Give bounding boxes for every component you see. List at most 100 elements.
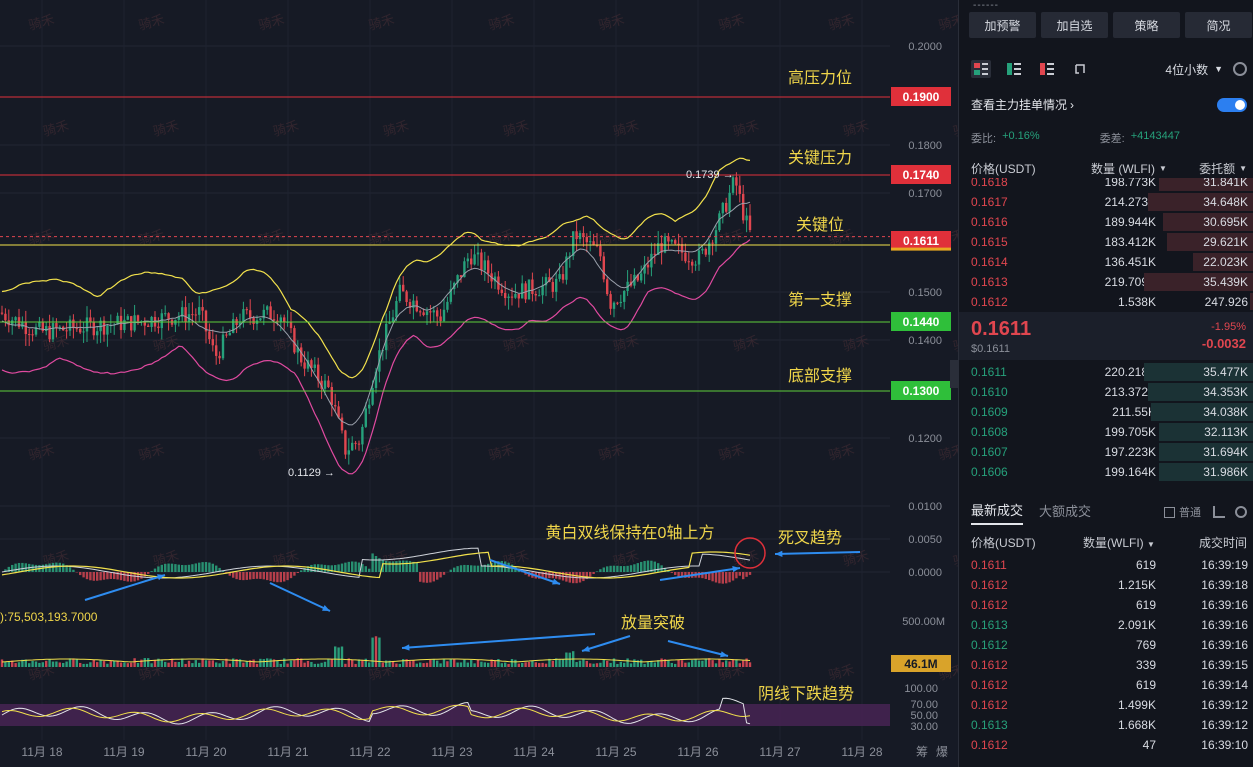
watermark-text: 骑禾 xyxy=(151,333,180,354)
filter-icon[interactable] xyxy=(1213,506,1225,518)
ask-row[interactable]: 0.1617 214.273K 34.648K xyxy=(959,192,1253,212)
macd-histogram-bar xyxy=(126,572,129,582)
candle-body xyxy=(123,319,126,331)
volume-bar xyxy=(555,658,558,667)
strategy-button[interactable]: 策略 xyxy=(1113,12,1180,38)
volume-bar xyxy=(446,661,449,667)
trades-settings-icon[interactable] xyxy=(1235,506,1247,518)
ask-row[interactable]: 0.1618 198.773K 31.841K xyxy=(959,178,1253,192)
trade-row[interactable]: 0.1613 2.091K 16:39:16 xyxy=(959,615,1253,635)
tab-latest-trades[interactable]: 最新成交 xyxy=(971,500,1024,525)
volume-bar xyxy=(442,658,446,667)
bid-qty: 211.55K xyxy=(1112,405,1156,419)
normal-checkbox[interactable]: 普通 xyxy=(1164,504,1201,520)
ask-row[interactable]: 0.1612 1.538K 247.926 xyxy=(959,292,1253,310)
volume-bar xyxy=(317,663,320,667)
ask-qty: 1.538K xyxy=(1117,295,1156,309)
trade-row[interactable]: 0.1613 1.668K 16:39:12 xyxy=(959,715,1253,735)
macd-histogram-bar xyxy=(89,572,92,581)
volume-bar xyxy=(544,663,548,667)
watermark-text: 骑禾 xyxy=(717,12,746,33)
volume-bar xyxy=(82,663,85,667)
trade-row[interactable]: 0.1612 1.215K 16:39:18 xyxy=(959,575,1253,595)
bid-row[interactable]: 0.1611 220.218K 35.477K xyxy=(959,362,1253,382)
add-alert-button[interactable]: 加预警 xyxy=(969,12,1036,38)
trade-row[interactable]: 0.1612 769 16:39:16 xyxy=(959,635,1253,655)
volume-bar xyxy=(551,660,554,667)
bid-price: 0.1607 xyxy=(971,445,1008,459)
watermark-text: 骑禾 xyxy=(717,442,746,463)
ob-price-header: 价格(USDT) xyxy=(971,161,1036,176)
trade-time: 16:39:16 xyxy=(1201,638,1248,652)
watermark-text: 骑禾 xyxy=(41,118,70,139)
bid-row[interactable]: 0.1609 211.55K 34.038K xyxy=(959,402,1253,422)
both-sides-icon[interactable] xyxy=(971,60,991,78)
bids-only-icon[interactable] xyxy=(1004,60,1024,78)
bid-row[interactable]: 0.1607 197.223K 31.694K xyxy=(959,442,1253,462)
ask-price: 0.1617 xyxy=(971,195,1008,209)
macd-histogram-bar xyxy=(293,572,296,576)
ob-qty-header[interactable]: 数量 (WLFI) ▼ xyxy=(1091,160,1187,176)
candle-body xyxy=(691,261,694,266)
panel-collapse-handle[interactable] xyxy=(950,360,958,388)
candle-body xyxy=(279,317,282,323)
candle-body xyxy=(527,279,531,300)
volume-bar xyxy=(55,661,58,667)
trade-row[interactable]: 0.1612 47 16:39:10 xyxy=(959,735,1253,755)
ob-total-header[interactable]: 委托额 ▼ xyxy=(1199,160,1247,176)
volume-bar xyxy=(429,659,432,667)
ask-row[interactable]: 0.1615 183.412K 29.621K xyxy=(959,232,1253,252)
tr-qty-header[interactable]: 数量(WLFI) ▼ xyxy=(1083,534,1155,551)
expand-icon[interactable] xyxy=(1070,60,1090,78)
trade-time: 16:39:18 xyxy=(1201,578,1248,592)
ma-line xyxy=(1,201,751,426)
price-chart-panel[interactable]: 骑禾 骑禾 骑禾 骑禾 骑禾 骑禾 骑禾 骑禾 骑禾 骑禾 骑禾 骑禾 骑禾 骑禾 骑禾 骑禾 骑禾 骑禾 骑禾 骑禾… xyxy=(0,0,958,767)
settings-gear-icon[interactable] xyxy=(1233,62,1247,76)
volume-bar xyxy=(697,660,701,667)
candle-body xyxy=(82,331,85,333)
arrow xyxy=(659,567,741,581)
dead-cross-circle xyxy=(734,537,766,569)
decimal-select[interactable]: 4位小数 ▼ xyxy=(1165,61,1223,78)
bid-row[interactable]: 0.1610 213.372K 34.353K xyxy=(959,382,1253,402)
candle-body xyxy=(742,193,745,221)
candle-body xyxy=(745,215,748,221)
volume-bar xyxy=(636,660,639,667)
candle-body xyxy=(493,276,497,282)
candle-body xyxy=(408,302,412,308)
candle-body xyxy=(45,326,48,331)
ask-row[interactable]: 0.1613 219.709K 35.439K xyxy=(959,272,1253,292)
ratio-label: 委比: xyxy=(971,133,997,145)
trade-row[interactable]: 0.1612 1.499K 16:39:12 xyxy=(959,695,1253,715)
volume-bar xyxy=(490,659,493,667)
bid-row[interactable]: 0.1606 199.164K 31.986K xyxy=(959,462,1253,482)
volume-bar xyxy=(643,663,646,667)
trade-row[interactable]: 0.1611 619 16:39:19 xyxy=(959,555,1253,575)
watermark-text: 骑禾 xyxy=(841,118,870,139)
trade-row[interactable]: 0.1612 339 16:39:15 xyxy=(959,655,1253,675)
arrow xyxy=(401,633,596,649)
candle-body xyxy=(116,315,119,325)
volume-bar xyxy=(272,659,276,667)
volume-bar xyxy=(184,663,187,667)
trade-row[interactable]: 0.1612 619 16:39:16 xyxy=(959,595,1253,615)
toolbar: 加预警 加自选 策略 简况 xyxy=(969,12,1252,38)
overview-button[interactable]: 简况 xyxy=(1185,12,1252,38)
bid-row[interactable]: 0.1608 199.705K 32.113K xyxy=(959,422,1253,442)
volume-bar xyxy=(327,658,330,667)
normal-checkbox-label: 普通 xyxy=(1179,507,1201,519)
trade-row[interactable]: 0.1612 619 16:39:14 xyxy=(959,675,1253,695)
ask-row[interactable]: 0.1614 136.451K 22.023K xyxy=(959,252,1253,272)
volume-bar xyxy=(113,660,116,667)
tab-large-trades[interactable]: 大额成交 xyxy=(1039,503,1092,519)
ask-row[interactable]: 0.1616 189.944K 30.695K xyxy=(959,212,1253,232)
volume-bar xyxy=(449,658,452,667)
candle-body xyxy=(14,317,17,321)
asks-only-icon[interactable] xyxy=(1037,60,1057,78)
watch-main-orders-toggle[interactable] xyxy=(1217,97,1247,112)
trade-qty: 1.215K xyxy=(1117,578,1156,592)
add-watchlist-button[interactable]: 加自选 xyxy=(1041,12,1108,38)
volume-bar xyxy=(102,661,106,667)
watch-main-orders-row[interactable]: 查看主力挂单情况 › xyxy=(971,96,1247,113)
